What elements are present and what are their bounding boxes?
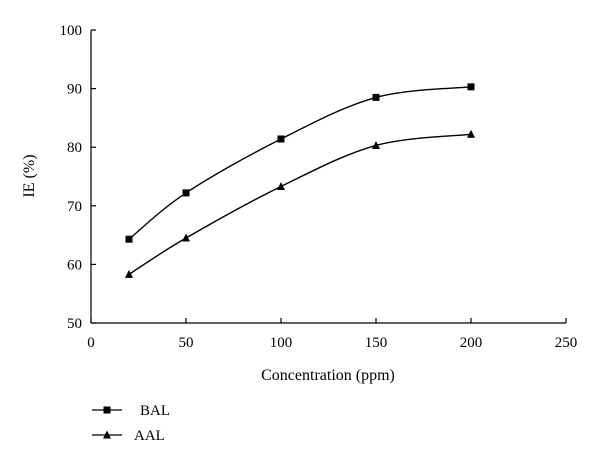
legend-label-bal: BAL <box>140 403 170 419</box>
data-point-aal <box>125 269 133 278</box>
legend-item-bal: BAL <box>92 403 170 419</box>
legend-marker-bal <box>103 406 111 414</box>
series-line-bal <box>128 86 472 240</box>
y-tick-label: 80 <box>67 140 82 156</box>
legend-item-aal: AAL <box>92 428 165 444</box>
y-tick-label: 60 <box>67 257 82 273</box>
x-tick-label: 150 <box>365 335 388 351</box>
x-tick-label: 100 <box>270 335 293 351</box>
data-point-bal <box>277 135 285 143</box>
legend-marker-aal <box>103 430 111 439</box>
data-point-bal <box>182 189 190 197</box>
data-point-aal <box>372 140 380 149</box>
data-point-bal <box>372 93 380 101</box>
y-tick-label: 90 <box>67 82 82 98</box>
data-point-bal <box>467 83 475 91</box>
x-tick-label: 0 <box>87 335 95 351</box>
axes: 50 60 70 80 90 100 0 50 100 150 200 250 <box>60 23 578 351</box>
data-point-aal <box>467 129 475 138</box>
series-line-aal <box>128 133 472 275</box>
legend-label-aal: AAL <box>134 428 165 444</box>
y-tick-label: 100 <box>60 23 83 39</box>
x-tick-label: 250 <box>555 335 578 351</box>
x-tick-label: 200 <box>460 335 483 351</box>
data-point-bal <box>125 235 133 243</box>
series-lines <box>128 86 472 275</box>
data-point-aal <box>182 233 190 242</box>
y-tick-label: 50 <box>67 316 82 332</box>
y-axis-title: IE (%) <box>21 154 38 197</box>
y-tick-label: 70 <box>67 199 82 215</box>
x-axis-title: Concentration (ppm) <box>261 367 395 384</box>
series-markers <box>125 83 475 278</box>
data-point-aal <box>277 181 285 190</box>
x-tick-label: 50 <box>179 335 194 351</box>
legend: BAL AAL <box>92 403 170 444</box>
